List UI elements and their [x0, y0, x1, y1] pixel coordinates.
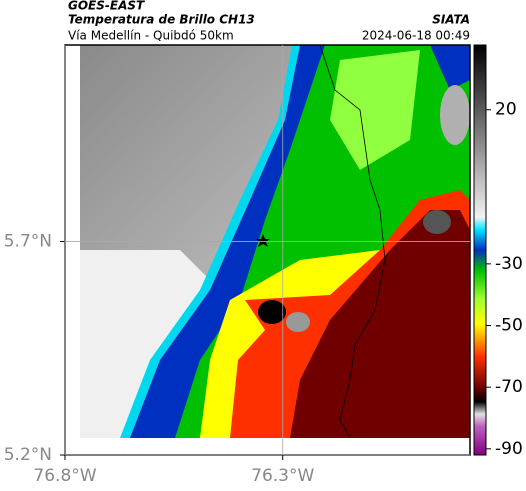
colorbar	[473, 44, 487, 456]
source-title: GOES-EAST	[68, 0, 145, 13]
colorbar-label: -30	[495, 254, 523, 274]
route: Vía Medellín - Quibdó 50km	[68, 29, 234, 43]
colorbar-label: -50	[495, 316, 523, 336]
timestamp: 2024-06-18 00:49	[362, 29, 470, 43]
x-tick-label: 76.3°W	[251, 466, 314, 486]
colorbar-label: 20	[495, 100, 517, 120]
product-title: Temperatura de Brillo CH13	[68, 13, 255, 27]
colorbar-label: -70	[495, 377, 523, 397]
location-star	[256, 234, 270, 247]
x-tick-label: 76.8°W	[33, 466, 96, 486]
y-tick-label: 5.2°N	[4, 445, 52, 465]
colorbar-label: -90	[495, 439, 523, 459]
agency: SIATA	[432, 13, 470, 27]
y-tick-label: 5.7°N	[4, 231, 52, 251]
